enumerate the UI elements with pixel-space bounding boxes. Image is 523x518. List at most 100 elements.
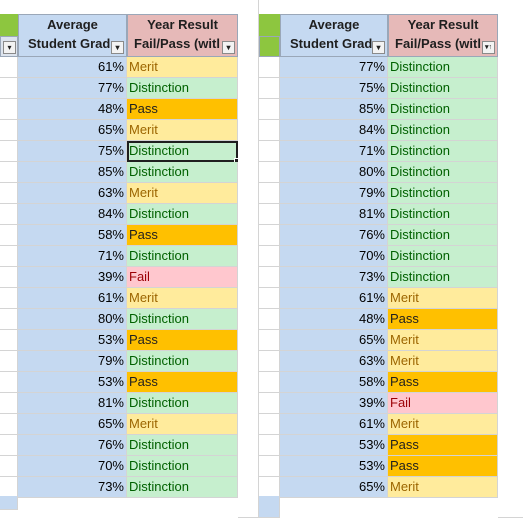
right-row-gutter[interactable] (259, 99, 280, 120)
right-result-cell[interactable]: Distinction (388, 225, 498, 246)
right-result-cell[interactable]: Distinction (388, 204, 498, 225)
left-avg-grade-cell[interactable]: 75% (18, 141, 127, 162)
right-result-cell[interactable]: Fail (388, 393, 498, 414)
left-avg-grade-cell[interactable]: 53% (18, 330, 127, 351)
right-avg-grade-cell[interactable]: 65% (280, 330, 388, 351)
left-row-gutter[interactable] (0, 435, 18, 456)
right-row-gutter[interactable] (259, 288, 280, 309)
left-avg-grade-cell[interactable]: 39% (18, 267, 127, 288)
right-avg-grade-cell[interactable]: 77% (280, 57, 388, 78)
right-result-cell[interactable]: Distinction (388, 99, 498, 120)
left-avg-grade-cell[interactable]: 76% (18, 435, 127, 456)
left-avg-grade-cell[interactable]: 79% (18, 351, 127, 372)
right-avg-grade-cell[interactable]: 84% (280, 120, 388, 141)
left-row-gutter[interactable] (0, 120, 18, 141)
left-row-gutter[interactable] (0, 330, 18, 351)
left-result-cell[interactable]: Merit (127, 57, 238, 78)
right-row-gutter[interactable] (259, 435, 280, 456)
right-result-cell[interactable]: Merit (388, 288, 498, 309)
left-row-gutter[interactable] (0, 246, 18, 267)
left-result-cell[interactable]: Fail (127, 267, 238, 288)
left-result-cell[interactable]: Distinction (127, 351, 238, 372)
right-result-cell[interactable]: Distinction (388, 183, 498, 204)
left-avg-grade-cell[interactable]: 61% (18, 57, 127, 78)
right-avg-grade-cell[interactable]: 75% (280, 78, 388, 99)
right-result-sort-filter-button[interactable]: ▾↑ (482, 41, 495, 54)
left-row-gutter[interactable] (0, 183, 18, 204)
right-avg-grade-cell[interactable]: 73% (280, 267, 388, 288)
left-result-cell[interactable]: Pass (127, 99, 238, 120)
left-row-gutter[interactable] (0, 78, 18, 99)
left-result-cell[interactable]: Pass (127, 225, 238, 246)
left-result-cell[interactable]: Merit (127, 288, 238, 309)
left-result-filter-button[interactable]: ▾ (222, 41, 235, 54)
right-result-cell[interactable]: Pass (388, 456, 498, 477)
right-result-cell[interactable]: Merit (388, 477, 498, 498)
right-avg-grade-cell[interactable]: 63% (280, 351, 388, 372)
left-row-gutter[interactable] (0, 162, 18, 183)
right-row-gutter[interactable] (259, 57, 280, 78)
right-result-cell[interactable]: Merit (388, 351, 498, 372)
left-avg-grade-cell[interactable]: 80% (18, 309, 127, 330)
left-result-cell[interactable]: Distinction (127, 309, 238, 330)
right-result-cell[interactable]: Merit (388, 330, 498, 351)
right-result-cell[interactable]: Merit (388, 414, 498, 435)
right-row-gutter[interactable] (259, 246, 280, 267)
right-row-gutter[interactable] (259, 120, 280, 141)
left-row-gutter[interactable] (0, 267, 18, 288)
right-avg-grade-cell[interactable]: 76% (280, 225, 388, 246)
right-avg-grade-cell[interactable]: 61% (280, 288, 388, 309)
left-result-cell[interactable]: Distinction (127, 78, 238, 99)
left-row-gutter[interactable] (0, 288, 18, 309)
left-row-gutter[interactable] (0, 204, 18, 225)
right-avg-filter-button[interactable]: ▾ (372, 41, 385, 54)
left-avg-grade-cell[interactable]: 61% (18, 288, 127, 309)
left-result-cell[interactable]: Merit (127, 183, 238, 204)
left-row-gutter[interactable] (0, 57, 18, 78)
right-result-cell[interactable]: Pass (388, 372, 498, 393)
right-row-gutter[interactable] (259, 351, 280, 372)
right-result-cell[interactable]: Distinction (388, 57, 498, 78)
right-avg-grade-cell[interactable]: 65% (280, 477, 388, 498)
right-row-gutter[interactable] (259, 477, 280, 498)
left-avg-grade-cell[interactable]: 71% (18, 246, 127, 267)
right-avg-grade-cell[interactable]: 85% (280, 99, 388, 120)
right-row-gutter[interactable] (259, 183, 280, 204)
left-row-gutter[interactable] (0, 309, 18, 330)
left-row-gutter[interactable] (0, 477, 18, 498)
right-row-gutter[interactable] (259, 309, 280, 330)
left-avg-grade-cell[interactable]: 84% (18, 204, 127, 225)
right-row-gutter[interactable] (259, 267, 280, 288)
right-result-cell[interactable]: Distinction (388, 267, 498, 288)
right-avg-grade-cell[interactable]: 81% (280, 204, 388, 225)
left-result-cell[interactable]: Pass (127, 330, 238, 351)
left-avg-grade-cell[interactable]: 70% (18, 456, 127, 477)
left-avg-grade-cell[interactable]: 65% (18, 414, 127, 435)
left-result-cell[interactable]: Merit (127, 120, 238, 141)
right-avg-grade-cell[interactable]: 53% (280, 456, 388, 477)
left-result-cell[interactable]: Distinction (127, 393, 238, 414)
right-result-cell[interactable]: Pass (388, 435, 498, 456)
left-avg-filter-button[interactable]: ▾ (111, 41, 124, 54)
right-result-cell[interactable]: Distinction (388, 78, 498, 99)
right-avg-grade-cell[interactable]: 70% (280, 246, 388, 267)
right-avg-grade-cell[interactable]: 71% (280, 141, 388, 162)
right-avg-grade-cell[interactable]: 53% (280, 435, 388, 456)
left-row-gutter[interactable] (0, 141, 18, 162)
left-gutter-filter-button[interactable]: ▾ (3, 41, 16, 54)
right-row-gutter[interactable] (259, 225, 280, 246)
left-avg-grade-cell[interactable]: 73% (18, 477, 127, 498)
left-avg-grade-cell[interactable]: 65% (18, 120, 127, 141)
left-result-cell[interactable]: Distinction (127, 456, 238, 477)
left-result-cell[interactable]: Merit (127, 414, 238, 435)
left-avg-grade-cell[interactable]: 81% (18, 393, 127, 414)
right-row-gutter[interactable] (259, 162, 280, 183)
right-row-gutter[interactable] (259, 78, 280, 99)
right-result-cell[interactable]: Distinction (388, 246, 498, 267)
left-avg-grade-cell[interactable]: 53% (18, 372, 127, 393)
right-row-gutter[interactable] (259, 393, 280, 414)
left-row-gutter[interactable] (0, 372, 18, 393)
left-avg-grade-cell[interactable]: 77% (18, 78, 127, 99)
left-avg-grade-cell[interactable]: 63% (18, 183, 127, 204)
left-row-gutter[interactable] (0, 414, 18, 435)
